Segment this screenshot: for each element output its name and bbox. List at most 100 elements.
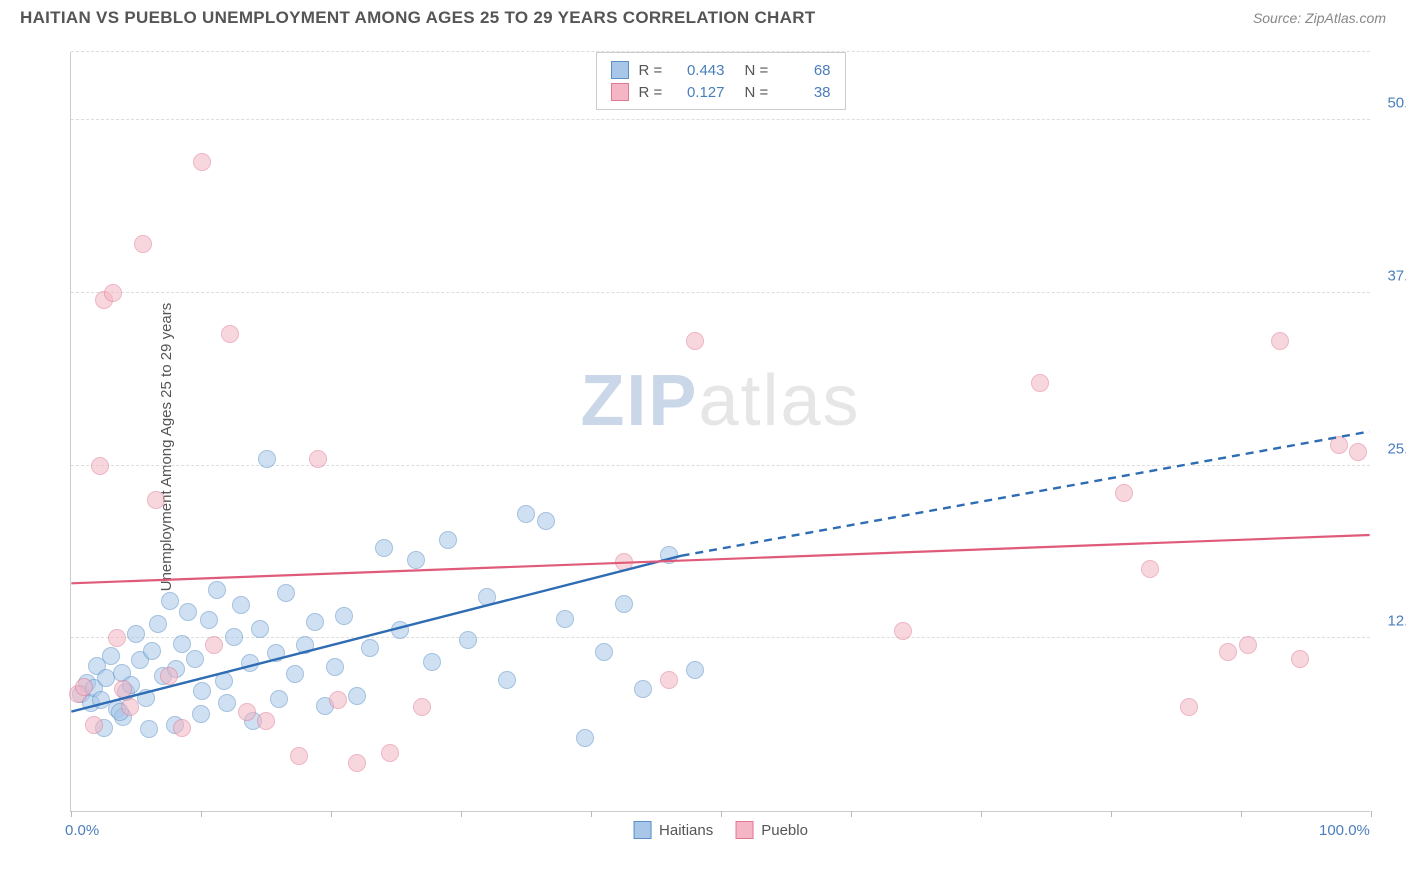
- scatter-point: [192, 705, 210, 723]
- scatter-point: [335, 607, 353, 625]
- scatter-point: [193, 682, 211, 700]
- watermark: ZIPatlas: [580, 360, 860, 442]
- scatter-point: [114, 680, 132, 698]
- scatter-point: [660, 546, 678, 564]
- legend-r-value: 0.443: [677, 62, 725, 79]
- scatter-point: [258, 450, 276, 468]
- y-tick-label: 25.0%: [1387, 440, 1406, 457]
- scatter-point: [193, 153, 211, 171]
- scatter-point: [286, 665, 304, 683]
- x-tick-label: 0.0%: [65, 822, 99, 839]
- scatter-point: [348, 687, 366, 705]
- x-tick: [1111, 811, 1112, 817]
- x-tick: [851, 811, 852, 817]
- scatter-point: [270, 690, 288, 708]
- scatter-point: [173, 719, 191, 737]
- scatter-point: [576, 729, 594, 747]
- x-tick: [591, 811, 592, 817]
- scatter-point: [1031, 374, 1049, 392]
- scatter-point: [556, 610, 574, 628]
- scatter-point: [660, 671, 678, 689]
- plot-area: ZIPatlas R =0.443N =68R =0.127N =38 Hait…: [70, 52, 1370, 812]
- x-tick: [331, 811, 332, 817]
- y-tick-label: 12.5%: [1387, 613, 1406, 630]
- scatter-point: [104, 284, 122, 302]
- scatter-point: [1180, 698, 1198, 716]
- scatter-point: [894, 622, 912, 640]
- scatter-point: [634, 680, 652, 698]
- scatter-point: [517, 505, 535, 523]
- legend-r-label: R =: [639, 84, 667, 101]
- scatter-point: [595, 643, 613, 661]
- scatter-point: [1330, 436, 1348, 454]
- legend-swatch: [633, 821, 651, 839]
- scatter-point: [1349, 443, 1367, 461]
- scatter-point: [326, 658, 344, 676]
- x-tick: [461, 811, 462, 817]
- scatter-point: [221, 325, 239, 343]
- gridline: [71, 292, 1370, 293]
- scatter-point: [537, 512, 555, 530]
- scatter-point: [306, 613, 324, 631]
- x-tick: [721, 811, 722, 817]
- scatter-point: [238, 703, 256, 721]
- legend-item: Pueblo: [735, 821, 808, 839]
- scatter-point: [108, 629, 126, 647]
- source-label: Source: ZipAtlas.com: [1253, 10, 1386, 26]
- gridline: [71, 119, 1370, 120]
- scatter-point: [232, 596, 250, 614]
- x-tick: [1241, 811, 1242, 817]
- scatter-point: [615, 595, 633, 613]
- y-tick-label: 37.5%: [1387, 267, 1406, 284]
- scatter-point: [1291, 650, 1309, 668]
- legend-n-label: N =: [745, 84, 773, 101]
- scatter-point: [1271, 332, 1289, 350]
- chart-container: Unemployment Among Ages 25 to 29 years Z…: [50, 42, 1390, 852]
- scatter-point: [348, 754, 366, 772]
- legend-row: R =0.443N =68: [611, 59, 831, 81]
- scatter-point: [615, 553, 633, 571]
- scatter-point: [215, 672, 233, 690]
- scatter-point: [173, 635, 191, 653]
- scatter-point: [161, 592, 179, 610]
- watermark-atlas: atlas: [698, 361, 860, 441]
- legend-r-value: 0.127: [677, 84, 725, 101]
- scatter-point: [439, 531, 457, 549]
- watermark-zip: ZIP: [580, 361, 698, 441]
- scatter-point: [478, 588, 496, 606]
- legend-n-label: N =: [745, 62, 773, 79]
- scatter-point: [143, 642, 161, 660]
- scatter-point: [91, 457, 109, 475]
- scatter-point: [208, 581, 226, 599]
- legend-n-value: 38: [783, 84, 831, 101]
- x-tick: [981, 811, 982, 817]
- legend-row: R = 0.127 N = 38: [611, 81, 831, 103]
- scatter-point: [1239, 636, 1257, 654]
- scatter-point: [686, 332, 704, 350]
- x-tick: [201, 811, 202, 817]
- scatter-point: [179, 603, 197, 621]
- scatter-point: [498, 671, 516, 689]
- scatter-point: [200, 611, 218, 629]
- x-tick-label: 100.0%: [1319, 822, 1370, 839]
- scatter-point: [1115, 484, 1133, 502]
- scatter-point: [218, 694, 236, 712]
- scatter-point: [137, 689, 155, 707]
- scatter-point: [413, 698, 431, 716]
- scatter-point: [391, 621, 409, 639]
- series-legend: Haitians Pueblo: [633, 821, 808, 839]
- scatter-point: [459, 631, 477, 649]
- scatter-point: [134, 235, 152, 253]
- scatter-point: [160, 667, 178, 685]
- scatter-point: [205, 636, 223, 654]
- scatter-point: [241, 654, 259, 672]
- scatter-point: [423, 653, 441, 671]
- scatter-point: [277, 584, 295, 602]
- scatter-point: [309, 450, 327, 468]
- x-tick: [71, 811, 72, 817]
- scatter-point: [375, 539, 393, 557]
- scatter-point: [85, 716, 103, 734]
- legend-swatch: [735, 821, 753, 839]
- trend-lines: [71, 52, 1370, 811]
- legend-series-name: Haitians: [659, 822, 713, 839]
